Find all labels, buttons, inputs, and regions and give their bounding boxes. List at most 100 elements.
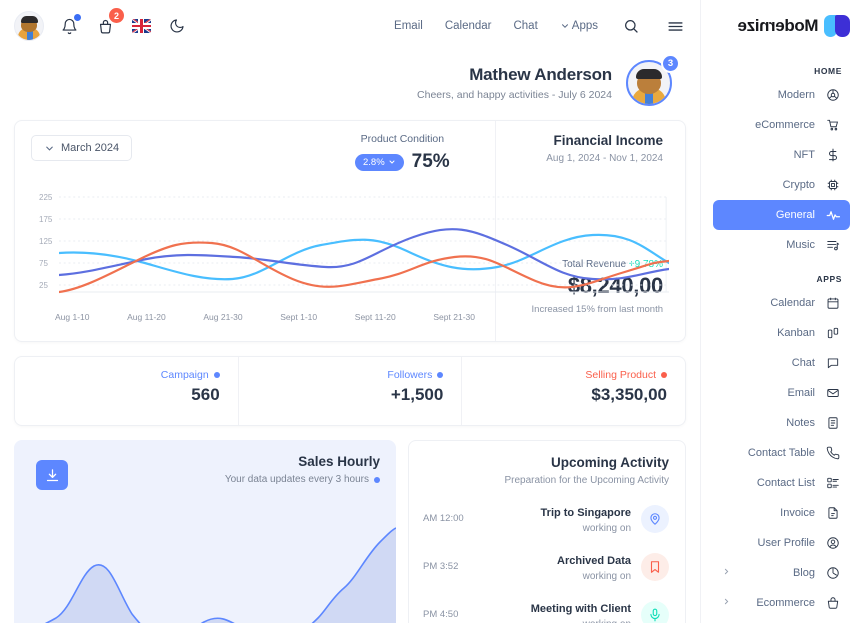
activity-time: PM 3:52 bbox=[423, 561, 459, 572]
sidebar-item-label: Contact List bbox=[756, 477, 815, 489]
sidebar-item-user-profile[interactable]: User Profile bbox=[713, 528, 850, 558]
greeting-avatar-wrap[interactable]: 3 bbox=[626, 54, 680, 106]
sidebar-item-label: General bbox=[775, 209, 815, 221]
sidebar-item-email[interactable]: Email bbox=[713, 378, 850, 408]
bell-icon[interactable] bbox=[58, 14, 81, 37]
sidebar-item-notes[interactable]: Notes bbox=[713, 408, 850, 438]
chevron-down-icon bbox=[389, 160, 395, 164]
sidebar-item-label: Notes bbox=[786, 417, 815, 429]
nav-calendar[interactable]: Calendar bbox=[444, 20, 492, 32]
sidebar-item-crypto[interactable]: Crypto bbox=[713, 170, 850, 200]
financial-chart-panel: March 2024 Product Condition 2.8% 75% 22… bbox=[15, 121, 669, 341]
sidebar-item-label: Email bbox=[787, 387, 815, 399]
sidebar-item-contact-list[interactable]: Contact List bbox=[713, 468, 850, 498]
logo-mark-icon bbox=[824, 15, 850, 37]
nav-apps[interactable]: Apps bbox=[560, 20, 598, 32]
sales-hourly-dot bbox=[374, 476, 380, 483]
stat-campaign-dot bbox=[213, 372, 220, 378]
y-tick-25: 25 bbox=[39, 281, 48, 290]
greeting-block: Mathew Anderson Cheers, and happy activi… bbox=[0, 52, 700, 106]
greeting-avatar-badge: 3 bbox=[661, 54, 680, 73]
sidebar-item-modern[interactable]: Modern bbox=[713, 80, 850, 110]
activity-text: Meeting with Client working on bbox=[481, 599, 631, 623]
sales-hourly-title: Sales Hourly bbox=[298, 454, 380, 469]
sidebar-item-chat[interactable]: Chat bbox=[713, 348, 850, 378]
playlist-icon bbox=[825, 237, 841, 253]
product-condition-badge[interactable]: 2.8% bbox=[355, 153, 404, 171]
sidebar-item-calendar[interactable]: Calendar bbox=[713, 288, 850, 318]
sidebar-section-home-label: HOME bbox=[814, 66, 842, 76]
stat-campaign-label-row: Campaign bbox=[15, 369, 220, 381]
cart-icon[interactable]: 2 bbox=[94, 8, 124, 37]
sales-hourly-subtitle-row: Your data updates every 3 hours bbox=[28, 474, 380, 485]
list-item[interactable]: AM 12:00 Trip to Singapore working on bbox=[423, 503, 669, 534]
activity-name: Archived Data bbox=[557, 555, 631, 567]
list-item[interactable]: PM 3:52 Archived Data working on bbox=[423, 551, 669, 582]
x-tick-1: Aug 11-20 bbox=[127, 312, 166, 322]
sidebar-item-label: Music bbox=[786, 239, 815, 251]
sidebar-item-music[interactable]: Music bbox=[713, 230, 850, 260]
menu-icon[interactable] bbox=[664, 15, 686, 37]
file-icon bbox=[825, 505, 841, 521]
upcoming-activity-title: Upcoming Activity bbox=[550, 455, 669, 470]
x-tick-0: Aug 1-10 bbox=[55, 312, 90, 322]
x-tick-5: Sept 21-30 bbox=[433, 312, 475, 322]
chart-svg bbox=[59, 196, 669, 294]
phone-icon bbox=[825, 445, 841, 461]
basket-icon bbox=[825, 595, 841, 611]
activity-time: PM 4:50 bbox=[423, 609, 459, 620]
sidebar-logo[interactable]: Modernize bbox=[713, 0, 850, 52]
sidebar-item-label: NFT bbox=[793, 149, 815, 161]
list-item[interactable]: PM 4:50 Meeting with Client working on bbox=[423, 599, 669, 623]
mail-icon bbox=[825, 385, 841, 401]
flag-uk-icon[interactable] bbox=[130, 15, 152, 37]
stat-selling-dot bbox=[661, 372, 668, 378]
sidebar-item-ecommerce-group[interactable]: Ecommerce bbox=[713, 588, 850, 618]
dollar-icon bbox=[825, 147, 841, 163]
download-icon[interactable] bbox=[36, 460, 68, 490]
nav-chat[interactable]: Chat bbox=[513, 20, 538, 32]
activity-state: working on bbox=[582, 523, 631, 534]
list-icon bbox=[825, 475, 841, 491]
pie-icon bbox=[825, 565, 841, 581]
product-condition-block: Product Condition 2.8% 75% bbox=[355, 133, 450, 173]
top-bar-nav: Email Calendar Chat Apps bbox=[394, 15, 686, 37]
sidebar-item-label: Calendar bbox=[770, 297, 815, 309]
upcoming-activity-head: Upcoming Activity Preparation for the Up… bbox=[423, 455, 669, 486]
stat-followers-dot bbox=[437, 372, 444, 378]
financial-income-range: Aug 1, 2024 - Nov 1, 2024 bbox=[546, 153, 663, 164]
financial-income-card: March 2024 Product Condition 2.8% 75% 22… bbox=[14, 120, 686, 342]
sidebar-item-blog[interactable]: Blog bbox=[713, 558, 850, 588]
month-filter-dropdown[interactable]: March 2024 bbox=[31, 135, 133, 161]
sales-area-chart bbox=[44, 527, 396, 623]
sidebar-item-label: Chat bbox=[791, 357, 815, 369]
chevron-right-icon bbox=[722, 597, 731, 609]
search-icon[interactable] bbox=[620, 15, 642, 37]
sidebar-item-contact-table[interactable]: Contact Table bbox=[713, 438, 850, 468]
sidebar-item-label: eCommerce bbox=[755, 119, 815, 131]
sidebar-item-kanban[interactable]: Kanban bbox=[713, 318, 850, 348]
sidebar-item-label: Invoice bbox=[780, 507, 815, 519]
sidebar-item-general[interactable]: General bbox=[713, 200, 850, 230]
upcoming-activity-card: Upcoming Activity Preparation for the Up… bbox=[408, 440, 686, 623]
avatar[interactable] bbox=[14, 11, 44, 41]
bell-dot-indicator bbox=[74, 14, 81, 21]
calendar-icon bbox=[825, 295, 841, 311]
x-tick-2: Aug 21-30 bbox=[203, 312, 243, 322]
moon-icon[interactable] bbox=[166, 15, 188, 37]
sales-hourly-head: Sales Hourly Your data updates every 3 h… bbox=[28, 454, 380, 485]
sidebar-item-label: Crypto bbox=[782, 179, 815, 191]
nav-email[interactable]: Email bbox=[394, 20, 423, 32]
location-pin-icon bbox=[641, 504, 669, 533]
sidebar-item-invoice[interactable]: Invoice bbox=[713, 498, 850, 528]
sidebar-item-nft[interactable]: NFT bbox=[713, 140, 850, 170]
main-content: 2 Email Calen bbox=[0, 8, 700, 623]
stat-selling-product: Selling Product $3,350,00 bbox=[461, 357, 685, 425]
stat-selling-label-row: Selling Product bbox=[462, 369, 668, 381]
sidebar-item-label: Kanban bbox=[777, 327, 815, 339]
microphone-icon bbox=[641, 600, 669, 623]
greeting-name: Mathew Anderson bbox=[469, 65, 612, 84]
total-revenue-label: Total Revenue bbox=[562, 259, 627, 270]
sidebar-item-ecommerce[interactable]: eCommerce bbox=[713, 110, 850, 140]
